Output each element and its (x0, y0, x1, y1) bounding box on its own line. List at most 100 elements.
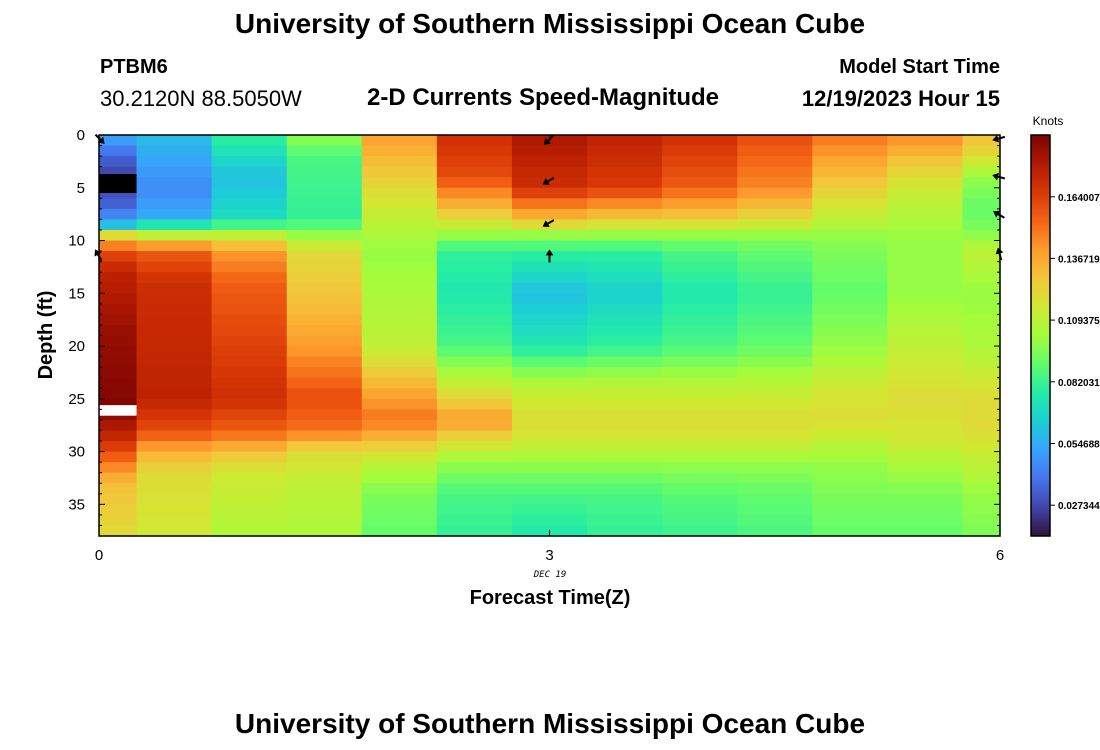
heatmap-cell (286, 135, 363, 147)
heatmap-cell (286, 208, 363, 221)
heatmap-cell (99, 314, 138, 326)
heatmap-cell (436, 198, 513, 210)
heatmap-cell (136, 219, 213, 231)
heatmap-cell (286, 198, 363, 210)
heatmap-cell (436, 493, 513, 505)
heatmap-cell (286, 462, 363, 474)
heatmap-cell (812, 493, 888, 505)
heatmap-cell (587, 441, 663, 453)
heatmap-cell (962, 462, 1001, 474)
heatmap-cell (361, 303, 438, 315)
heatmap-cell (361, 135, 438, 147)
heatmap-cell (887, 388, 964, 400)
heatmap-cell (737, 356, 813, 368)
heatmap-cell (812, 462, 888, 474)
heatmap-cell (361, 187, 438, 199)
heatmap-cell (962, 314, 1001, 326)
heatmap-cell (361, 229, 438, 242)
heatmap-cell (587, 356, 663, 368)
heatmap-cell (286, 356, 363, 368)
heatmap-cell (662, 525, 738, 537)
heatmap-cell (511, 261, 588, 273)
heatmap-cell (662, 472, 738, 484)
heatmap-cell (587, 462, 663, 474)
heatmap-cell (887, 462, 964, 474)
heatmap-cell (361, 451, 438, 463)
heatmap-cell (436, 272, 513, 284)
heatmap-cell (211, 451, 288, 463)
heatmap-cell (136, 441, 213, 453)
heatmap-cell (211, 430, 288, 442)
heatmap-cell (587, 493, 663, 505)
heatmap-cell (361, 388, 438, 400)
heatmap-cell (286, 219, 363, 231)
heatmap-cell (737, 187, 813, 199)
heatmap-cell (511, 409, 588, 421)
heatmap-cell (361, 156, 438, 168)
heatmap-cell (662, 493, 738, 505)
heatmap-cell (136, 335, 213, 347)
heatmap-cell (99, 282, 138, 294)
heatmap-cell (737, 409, 813, 421)
heatmap-cell (887, 314, 964, 326)
heatmap-cell (511, 356, 588, 368)
heatmap-cell (511, 483, 588, 495)
heatmap-cell (136, 156, 213, 168)
heatmap-cell (812, 261, 888, 273)
heatmap-cell (737, 493, 813, 505)
heatmap-cell (211, 398, 288, 410)
heatmap-cell (962, 525, 1001, 537)
heatmap-cell (99, 303, 138, 315)
heatmap-cell (99, 462, 138, 474)
heatmap-cell (511, 430, 588, 442)
heatmap-cell (286, 229, 363, 242)
heatmap-cell (211, 261, 288, 273)
heatmap-cell (99, 156, 138, 168)
heatmap-cell (211, 229, 288, 242)
heatmap-cell (737, 525, 813, 537)
heatmap-cell (211, 356, 288, 368)
heatmap-cell (511, 451, 588, 463)
colorbar-tick-label: 0.109375 (1058, 316, 1100, 327)
heatmap-cell (286, 314, 363, 326)
date-label: DEC 19 (533, 570, 567, 580)
heatmap-cell (136, 398, 213, 410)
heatmap-cell (211, 324, 288, 337)
heatmap-cell (737, 346, 813, 358)
heatmap-cell (286, 282, 363, 294)
heatmap-cell (511, 314, 588, 326)
heatmap-cell (812, 314, 888, 326)
heatmap-cell (662, 166, 738, 178)
heatmap-cell (662, 367, 738, 379)
heatmap-cell (361, 377, 438, 389)
heatmap-cell (136, 135, 213, 147)
heatmap-cell (662, 198, 738, 210)
heatmap-cell (511, 367, 588, 379)
heatmap-cell (361, 251, 438, 263)
heatmap-cell (662, 135, 738, 147)
heatmap-cell (436, 145, 513, 157)
heatmap-cell (887, 430, 964, 442)
y-tick-label: 5 (77, 180, 85, 197)
heatmap-cell (812, 430, 888, 442)
heatmap-cell (737, 398, 813, 410)
x-tick-label: 0 (95, 547, 103, 564)
heatmap-cell (662, 483, 738, 495)
heatmap-cell (587, 177, 663, 189)
heatmap-cell (737, 388, 813, 400)
heatmap-cell (361, 177, 438, 189)
heatmap-cell (436, 398, 513, 410)
heatmap-cell (286, 293, 363, 305)
x-axis-title: Forecast Time(Z) (470, 587, 631, 609)
heatmap-cell (211, 377, 288, 389)
heatmap-cell (812, 219, 888, 231)
heatmap-cell (962, 166, 1001, 178)
heatmap-cell (737, 335, 813, 347)
heatmap-cell (737, 441, 813, 453)
heatmap-cell (887, 409, 964, 421)
heatmap-cell (662, 430, 738, 442)
y-axis-ticks: 0 5 10 15 20 25 30 35 (68, 127, 1000, 537)
heatmap-cell (211, 409, 288, 421)
heatmap-cell (962, 261, 1001, 273)
heatmap-cell (99, 166, 138, 178)
